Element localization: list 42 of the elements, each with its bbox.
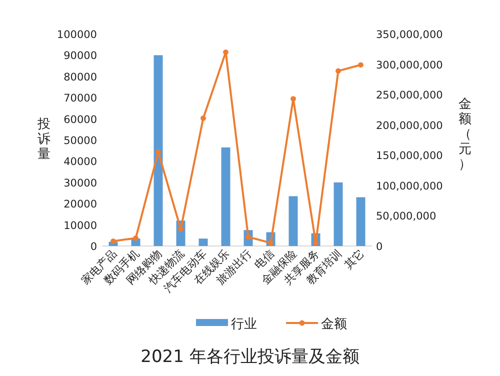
y-tick-label: 0	[90, 241, 97, 253]
point	[178, 226, 184, 232]
y-tick-label: 40000	[64, 156, 97, 168]
bar	[154, 55, 163, 246]
y-tick-label: 100000	[56, 29, 97, 41]
bar	[356, 197, 366, 246]
y-tick-label: 90000	[64, 50, 97, 62]
bar	[198, 238, 208, 246]
y-tick-label: 60000	[64, 114, 97, 126]
text: 2021 年各行业投诉量及金额	[140, 347, 360, 367]
y-tick-label: 30000	[64, 177, 97, 190]
y2-tick-label: 250,000,000	[376, 90, 443, 102]
y-tick-label: 70000	[64, 92, 97, 105]
point	[268, 240, 274, 246]
y2-tick-label: 300,000,000	[376, 59, 443, 72]
y-tick-label: 50000	[64, 135, 97, 147]
y-tick-label: 80000	[64, 71, 97, 84]
y2-tick-label: 150,000,000	[376, 150, 443, 162]
point	[358, 62, 364, 68]
bar	[221, 147, 230, 246]
y2-axis-title: 金额（元）	[458, 97, 472, 172]
point	[133, 235, 138, 241]
point	[110, 238, 116, 244]
point	[313, 240, 318, 246]
point	[336, 68, 341, 74]
point	[223, 49, 228, 55]
y-tick-label: 20000	[64, 198, 97, 211]
y2-tick-label: 350,000,000	[376, 29, 443, 41]
y-tick-label: 10000	[64, 220, 97, 232]
point	[290, 96, 296, 102]
legend-label: 金额	[321, 317, 347, 332]
bar	[288, 196, 298, 246]
bar	[334, 182, 343, 246]
y2-tick-label: 200,000,000	[376, 120, 443, 132]
y2-tick-label: 0	[376, 241, 383, 253]
point	[200, 115, 206, 121]
y2-tick-label: 100,000,000	[376, 180, 443, 192]
x-tick-label: 其它	[342, 246, 367, 272]
legend-label: 行业	[231, 317, 257, 332]
y2-tick-label: 50,000,000	[376, 210, 436, 223]
y-axis-title: 投诉量	[36, 117, 50, 162]
point	[156, 149, 161, 155]
